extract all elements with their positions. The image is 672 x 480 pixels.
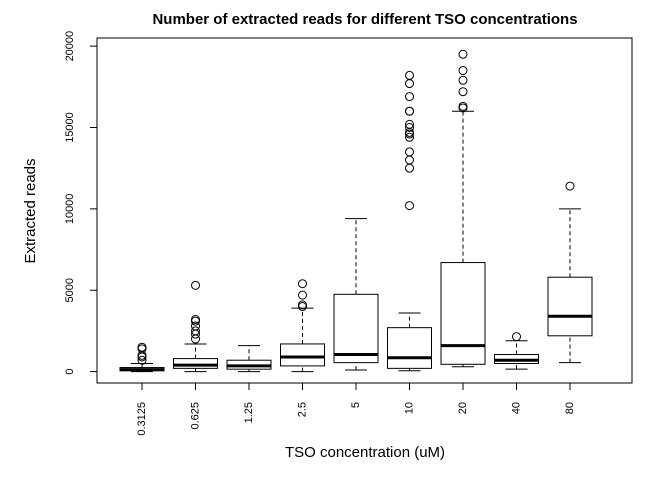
outlier-point bbox=[405, 123, 414, 133]
box-0.3125 bbox=[119, 342, 165, 373]
x-tick-label: 0.3125 bbox=[136, 402, 148, 436]
x-tick-label: 10 bbox=[403, 402, 415, 414]
box-iqr bbox=[547, 276, 593, 337]
box-5 bbox=[333, 218, 379, 371]
box-10 bbox=[387, 70, 432, 372]
outlier-point bbox=[191, 326, 200, 336]
outlier-point bbox=[298, 300, 307, 310]
box-iqr bbox=[440, 262, 486, 365]
outlier-point bbox=[137, 355, 147, 365]
outlier-point bbox=[405, 92, 414, 102]
outlier-point bbox=[298, 290, 307, 300]
x-axis: 0.3125 0.625 1.25 2.5 5 10 20 40 80 bbox=[136, 382, 576, 436]
box-0.625 bbox=[173, 280, 218, 373]
x-axis-label: TSO concentration (uM) bbox=[285, 444, 445, 461]
y-tick-label: 0 bbox=[64, 369, 76, 375]
box-iqr bbox=[387, 327, 432, 369]
outlier-point bbox=[405, 147, 414, 157]
x-tick-label: 40 bbox=[510, 402, 522, 414]
outlier-point bbox=[458, 75, 468, 85]
x-tick-label: 1.25 bbox=[243, 402, 255, 423]
box-1.25 bbox=[226, 345, 272, 373]
outlier-point bbox=[405, 132, 414, 142]
outlier-point bbox=[405, 155, 414, 165]
y-tick-label: 20000 bbox=[64, 31, 76, 62]
outlier-point bbox=[458, 49, 468, 59]
outlier-point bbox=[405, 201, 414, 211]
x-tick-label: 0.625 bbox=[189, 402, 201, 430]
outlier-point bbox=[458, 87, 468, 97]
chart-title: Number of extracted reads for different … bbox=[152, 11, 577, 28]
outlier-point bbox=[405, 79, 414, 89]
box-iqr bbox=[173, 358, 218, 369]
outlier-point bbox=[137, 342, 147, 352]
y-tick-label: 10000 bbox=[64, 194, 76, 225]
box-40 bbox=[494, 332, 539, 370]
outlier-point bbox=[191, 334, 200, 344]
outlier-point bbox=[405, 163, 414, 173]
outlier-point bbox=[565, 181, 575, 191]
x-tick-label: 20 bbox=[457, 402, 469, 414]
outlier-point bbox=[191, 280, 200, 290]
outlier-point bbox=[405, 106, 414, 116]
outlier-point bbox=[512, 332, 521, 342]
box-2.5 bbox=[280, 279, 325, 373]
x-tick-label: 2.5 bbox=[296, 402, 308, 417]
outlier-point bbox=[191, 315, 200, 325]
box-iqr bbox=[333, 293, 379, 364]
outlier-point bbox=[405, 119, 414, 129]
y-tick-label: 5000 bbox=[64, 278, 76, 302]
y-axis: 0 5000 10000 15000 20000 bbox=[64, 31, 98, 375]
outlier-point bbox=[298, 279, 307, 289]
x-tick-label: 5 bbox=[350, 402, 362, 408]
boxes-layer bbox=[119, 49, 593, 373]
outlier-point bbox=[458, 66, 468, 76]
x-tick-label: 80 bbox=[564, 402, 576, 414]
outlier-point bbox=[191, 321, 200, 331]
outlier-point bbox=[458, 101, 468, 111]
box-20 bbox=[440, 49, 486, 368]
box-iqr bbox=[280, 343, 325, 367]
y-axis-label: Extracted reads bbox=[22, 158, 39, 263]
box-80 bbox=[547, 181, 593, 364]
y-tick-label: 15000 bbox=[64, 112, 76, 143]
outlier-point bbox=[405, 70, 414, 80]
